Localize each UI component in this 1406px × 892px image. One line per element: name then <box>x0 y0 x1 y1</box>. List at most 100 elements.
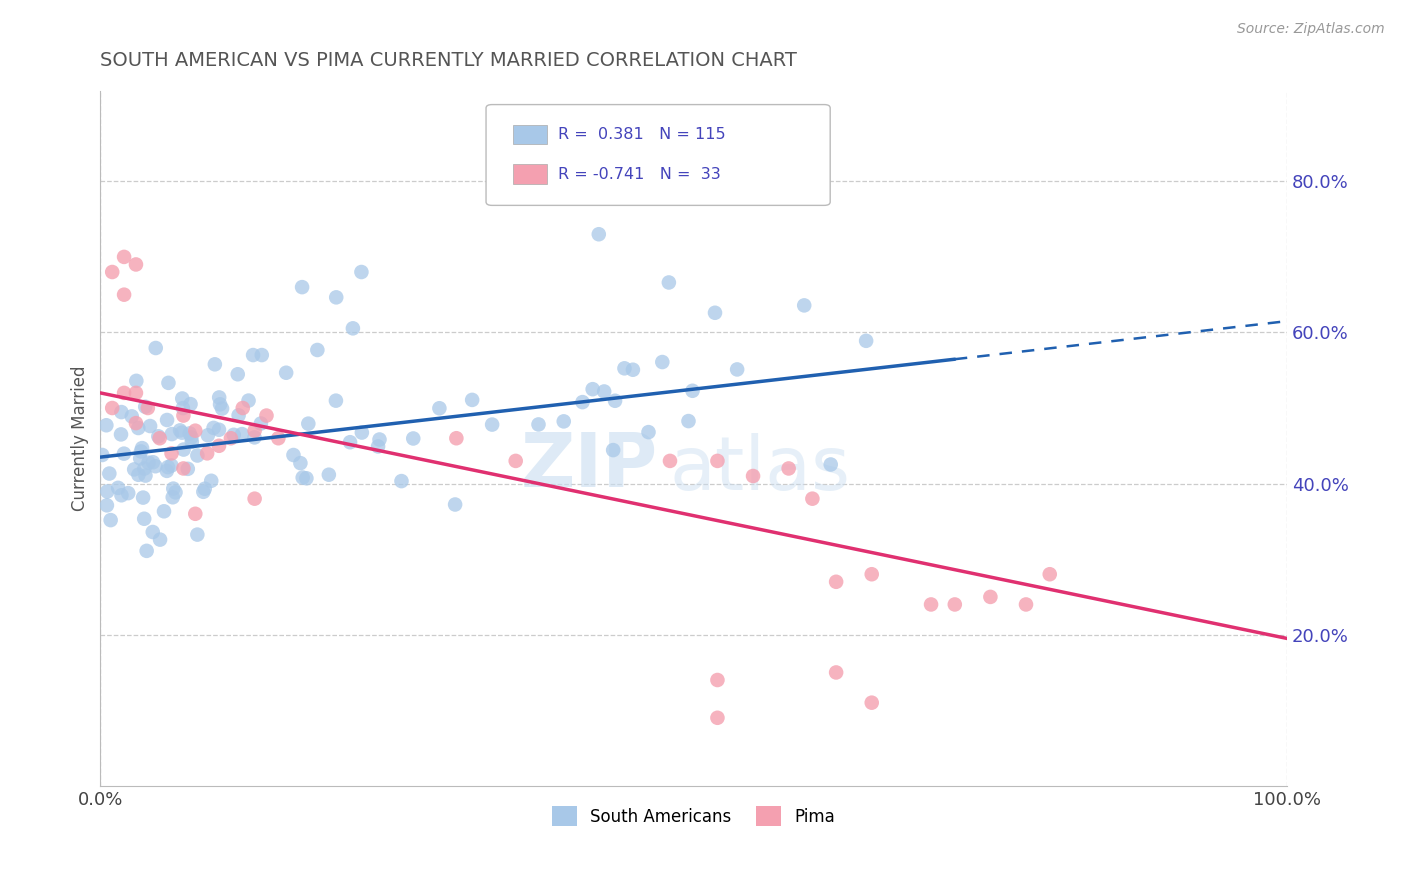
Point <box>742 469 765 483</box>
Point <box>117 486 139 500</box>
Point <box>202 421 225 435</box>
Point <box>208 391 231 405</box>
Point <box>860 567 883 582</box>
Point <box>325 290 347 304</box>
Point <box>160 446 183 460</box>
Point <box>100 513 122 527</box>
Point <box>238 393 260 408</box>
Point <box>172 461 194 475</box>
Point <box>160 458 183 473</box>
Point <box>276 366 298 380</box>
FancyBboxPatch shape <box>513 125 547 145</box>
Point <box>186 527 208 541</box>
Point <box>91 448 114 462</box>
Point <box>125 374 148 388</box>
Point <box>186 449 208 463</box>
Point <box>179 426 201 441</box>
Point <box>297 417 319 431</box>
Point <box>149 533 172 547</box>
Point <box>172 409 194 423</box>
Point <box>228 409 250 423</box>
Point <box>339 435 361 450</box>
Point <box>125 416 148 430</box>
Point <box>112 250 135 264</box>
Point <box>153 504 176 518</box>
Point <box>142 524 165 539</box>
Point <box>295 471 318 485</box>
Point <box>706 711 728 725</box>
Text: Source: ZipAtlas.com: Source: ZipAtlas.com <box>1237 22 1385 37</box>
Point <box>172 392 194 406</box>
Point <box>134 461 156 475</box>
Point <box>173 442 195 457</box>
Point <box>704 306 727 320</box>
Point <box>291 470 314 484</box>
Point <box>165 485 187 500</box>
Point <box>855 334 877 348</box>
Point <box>162 490 184 504</box>
Point <box>243 424 266 438</box>
Point <box>283 448 305 462</box>
Point <box>706 673 728 687</box>
Point <box>820 458 842 472</box>
Point <box>603 393 626 408</box>
Point <box>250 348 273 362</box>
Point <box>325 393 347 408</box>
Point <box>651 355 673 369</box>
Point <box>613 361 636 376</box>
Point <box>136 401 159 415</box>
Point <box>101 401 124 415</box>
Y-axis label: Currently Married: Currently Married <box>72 366 89 511</box>
Point <box>135 544 157 558</box>
Point <box>145 341 167 355</box>
Point <box>98 467 121 481</box>
Point <box>231 427 253 442</box>
Point <box>180 430 202 444</box>
Point <box>195 446 218 460</box>
Point <box>527 417 550 432</box>
Point <box>110 427 132 442</box>
Point <box>1039 567 1062 582</box>
Point <box>148 429 170 443</box>
Point <box>793 298 815 312</box>
Point <box>593 384 616 399</box>
Point <box>96 418 118 433</box>
Point <box>307 343 329 357</box>
Point <box>243 430 266 444</box>
Point <box>208 423 231 437</box>
Text: atlas: atlas <box>671 433 851 506</box>
Point <box>170 425 193 440</box>
Point <box>659 454 682 468</box>
Point <box>291 280 314 294</box>
Point <box>290 456 312 470</box>
Point <box>101 265 124 279</box>
Point <box>160 427 183 442</box>
Point <box>678 414 700 428</box>
Point <box>444 498 467 512</box>
Point <box>242 348 264 362</box>
Point <box>110 405 132 419</box>
Point <box>156 464 179 478</box>
Point <box>553 414 575 428</box>
Point <box>706 454 728 468</box>
Point <box>250 417 273 431</box>
Point <box>121 409 143 424</box>
Point <box>132 491 155 505</box>
Point <box>461 392 484 407</box>
Point <box>481 417 503 432</box>
Point <box>342 321 364 335</box>
Point <box>446 431 468 445</box>
Point <box>156 413 179 427</box>
Point <box>180 434 202 449</box>
Point <box>138 456 160 470</box>
Point <box>211 401 233 416</box>
Point <box>156 460 179 475</box>
Point <box>177 462 200 476</box>
Point <box>127 467 149 482</box>
Point <box>200 474 222 488</box>
Point <box>582 382 605 396</box>
Point <box>637 425 659 439</box>
Point <box>110 488 132 502</box>
Point <box>122 462 145 476</box>
Point <box>112 447 135 461</box>
